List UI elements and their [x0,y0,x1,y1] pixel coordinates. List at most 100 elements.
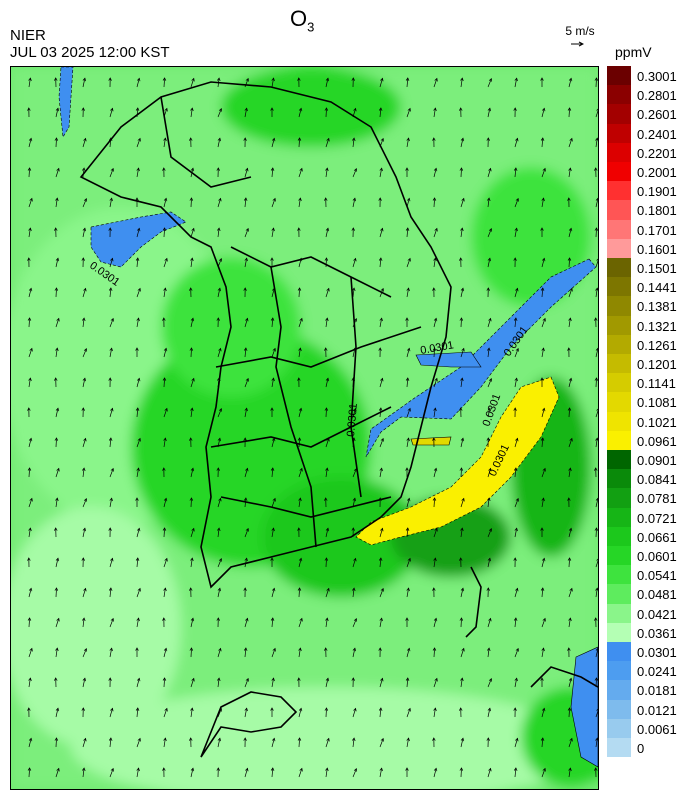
wind-arrow [379,707,382,718]
wind-arrow-head [108,437,113,441]
wind-arrow [136,528,140,538]
wind-arrow-head [433,317,438,322]
wind-arrow [28,348,33,358]
wind-arrow-head [298,347,302,352]
wind-arrow [136,78,140,88]
legend-label: 0.0121 [637,702,677,718]
wind-arrow [244,168,248,178]
wind-arrow [190,528,195,538]
legend-swatch [607,699,631,719]
wind-arrow [541,618,546,628]
wind-arrow-head [596,408,598,411]
wind-arrow-head [326,737,330,742]
wind-arrow [352,438,355,448]
wind-arrow [244,647,247,658]
wind-arrow-head [460,377,464,382]
wind-arrow-head [28,677,32,682]
wind-arrow-head [245,617,249,622]
wind-arrow-head [352,587,356,592]
wind-arrow-head [27,257,31,261]
wind-arrow-head [407,347,411,352]
wind-arrow [325,138,330,148]
wind-arrow-head [596,708,598,711]
wind-arrow [55,198,58,208]
wind-arrow [325,407,327,418]
wind-arrow [325,438,330,448]
wind-arrow [217,348,221,358]
wind-arrow [82,348,87,358]
wind-arrow-head [109,647,113,652]
wind-arrow-head [137,527,141,532]
wind-arrow-head [54,287,59,291]
wind-arrow-head [299,467,303,472]
wind-arrow-head [568,317,572,322]
wind-arrow [136,378,140,388]
wind-arrow-head [378,257,383,261]
wind-arrow-head [433,557,437,562]
wind-arrow-head [596,108,598,111]
wind-arrow-head [109,347,113,352]
wind-arrow [379,468,383,478]
wind-arrow-head [433,617,438,622]
wind-arrow-head [83,198,88,202]
wind-arrow [352,738,355,748]
wind-arrow-head [110,407,114,412]
wind-arrow [217,288,221,298]
wind-arrow [595,288,598,298]
wind-arrow [595,348,598,358]
wind-arrow-head [488,228,493,232]
wind-arrow [595,738,598,748]
wind-arrow-head [137,677,141,682]
wind-arrow [406,288,409,298]
wind-arrow [352,138,355,148]
wind-arrow-head [82,467,86,472]
wind-arrow-head [353,107,357,112]
wind-arrow-head [27,317,32,321]
wind-arrow-head [55,347,59,352]
wind-arrow [487,498,490,508]
wind-arrow-head [407,257,411,262]
wind-arrow-head [540,77,544,81]
wind-arrow-head [28,377,32,382]
wind-arrow-head [53,527,58,531]
wind-arrow-head [460,227,464,232]
wind-arrow-head [486,737,491,741]
wind-arrow [352,318,357,328]
wind-arrow [298,108,302,118]
wind-arrow-head [407,197,411,202]
wind-arrow-head [568,617,572,622]
wind-arrow [433,378,438,388]
wind-arrow [379,438,384,448]
wind-arrow [163,408,168,418]
wind-arrow-head [29,497,33,502]
wind-arrow [217,738,221,748]
wind-arrow [109,137,112,148]
wind-arrow-head [432,737,436,741]
wind-arrow-head [272,197,276,202]
legend-swatch [607,507,631,527]
wind-arrow [325,107,327,118]
wind-arrow [28,588,32,598]
wind-arrow [433,558,436,568]
wind-arrow-head [461,197,465,202]
wind-arrow-head [595,497,598,501]
wind-arrow-head [218,197,222,202]
wind-arrow-head [190,107,194,112]
wind-arrow [379,528,383,538]
legend-label: 0.1201 [637,357,677,372]
wind-arrow-head [163,647,168,652]
wind-arrow-head [28,527,32,532]
wind-arrow [163,227,165,238]
wind-arrow-head [55,707,60,712]
wind-arrow [352,168,357,178]
wind-arrow [352,198,356,208]
wind-arrow [163,738,166,748]
wind-arrow-head [163,497,168,502]
wind-arrow [136,107,139,118]
wind-arrow [109,768,114,778]
wind-arrow [163,588,166,598]
legend-swatch [607,85,631,105]
wind-arrow-head [297,227,301,231]
wind-arrow [595,198,598,208]
wind-arrow-head [137,737,141,742]
